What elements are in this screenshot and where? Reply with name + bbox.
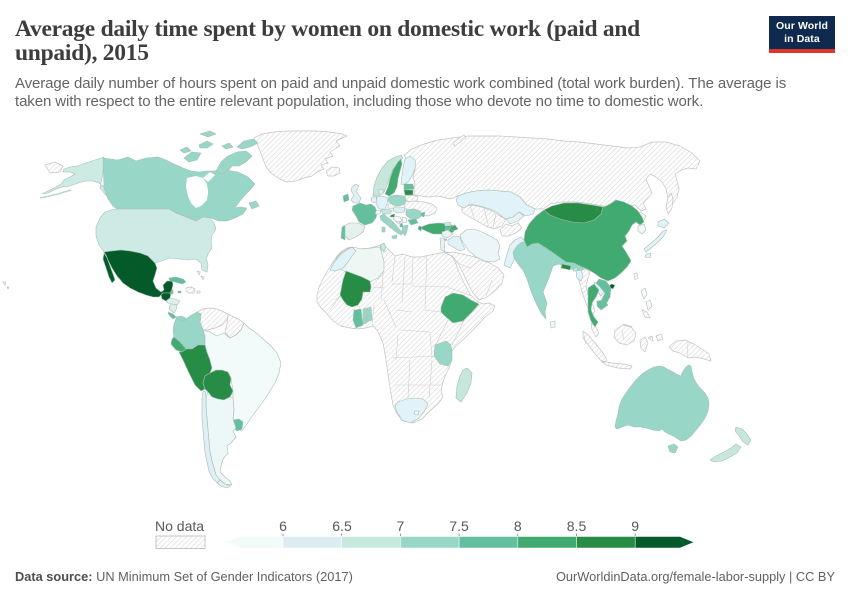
- svg-text:6.5: 6.5: [332, 518, 352, 534]
- svg-text:6: 6: [279, 518, 287, 534]
- svg-text:8: 8: [514, 518, 522, 534]
- svg-text:7: 7: [397, 518, 405, 534]
- svg-text:8.5: 8.5: [567, 518, 587, 534]
- svg-text:No data: No data: [155, 518, 204, 534]
- svg-text:9: 9: [631, 518, 639, 534]
- svg-text:7.5: 7.5: [449, 518, 469, 534]
